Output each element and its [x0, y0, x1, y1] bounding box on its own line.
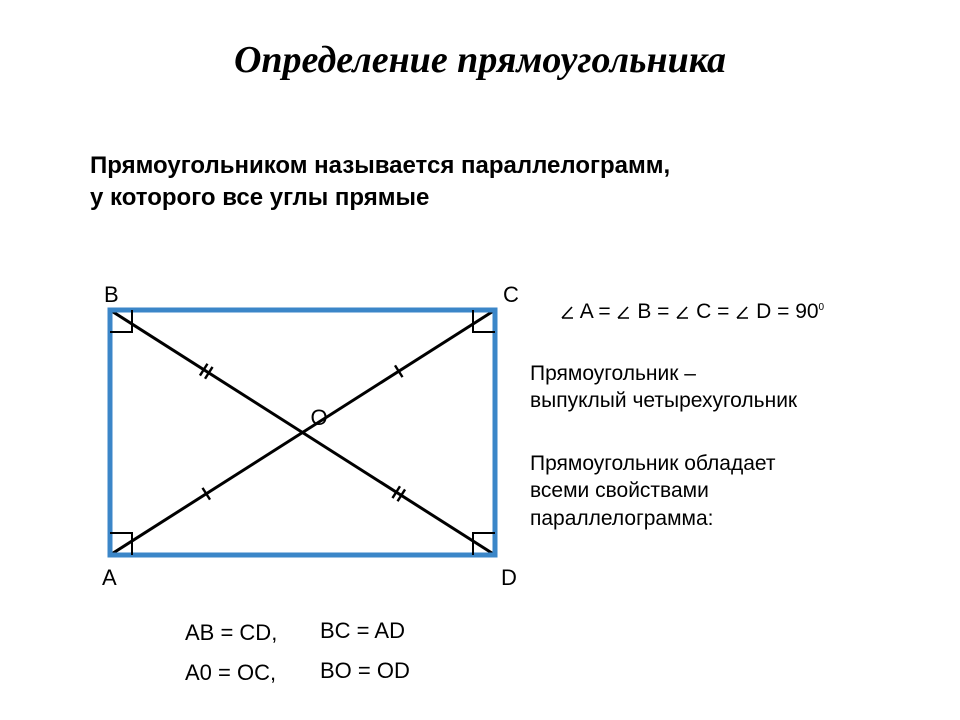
angle-equality: A = B = C = D = 900 [560, 300, 824, 324]
note1-line1: Прямоугольник – [530, 362, 696, 385]
note2-line1: Прямоугольник обладает [530, 452, 775, 475]
vertex-label-b: B [104, 282, 119, 308]
vertex-label-a: A [102, 565, 117, 591]
eq-ab-cd: AB = CD, [185, 620, 277, 646]
eq-bo-od: BO = OD [320, 658, 410, 684]
eq-bc-ad: BC = AD [320, 618, 405, 644]
vertex-label-o: O [311, 405, 328, 431]
definition-line1: Прямоугольником называется параллелограм… [90, 152, 670, 179]
eq-ao-oc: A0 = OC, [185, 660, 276, 686]
definition-line2: у которого все углы прямые [90, 184, 429, 211]
vertex-label-c: C [503, 282, 519, 308]
slide: Определение прямоугольника Прямоугольник… [0, 0, 960, 720]
note2-line3: параллелограмма: [530, 507, 713, 530]
definition-text: Прямоугольником называется параллелограм… [90, 150, 890, 215]
slide-title: Определение прямоугольника [0, 38, 960, 82]
note-convex: Прямоугольник – выпуклый четырехугольник [530, 360, 930, 415]
note-properties: Прямоугольник обладает всеми свойствами … [530, 450, 930, 532]
note1-line2: выпуклый четырехугольник [530, 389, 797, 412]
diagram-svg [80, 260, 520, 610]
vertex-label-d: D [501, 565, 517, 591]
note2-line2: всеми свойствами [530, 479, 709, 502]
rectangle-diagram: B C A D O [80, 260, 500, 680]
